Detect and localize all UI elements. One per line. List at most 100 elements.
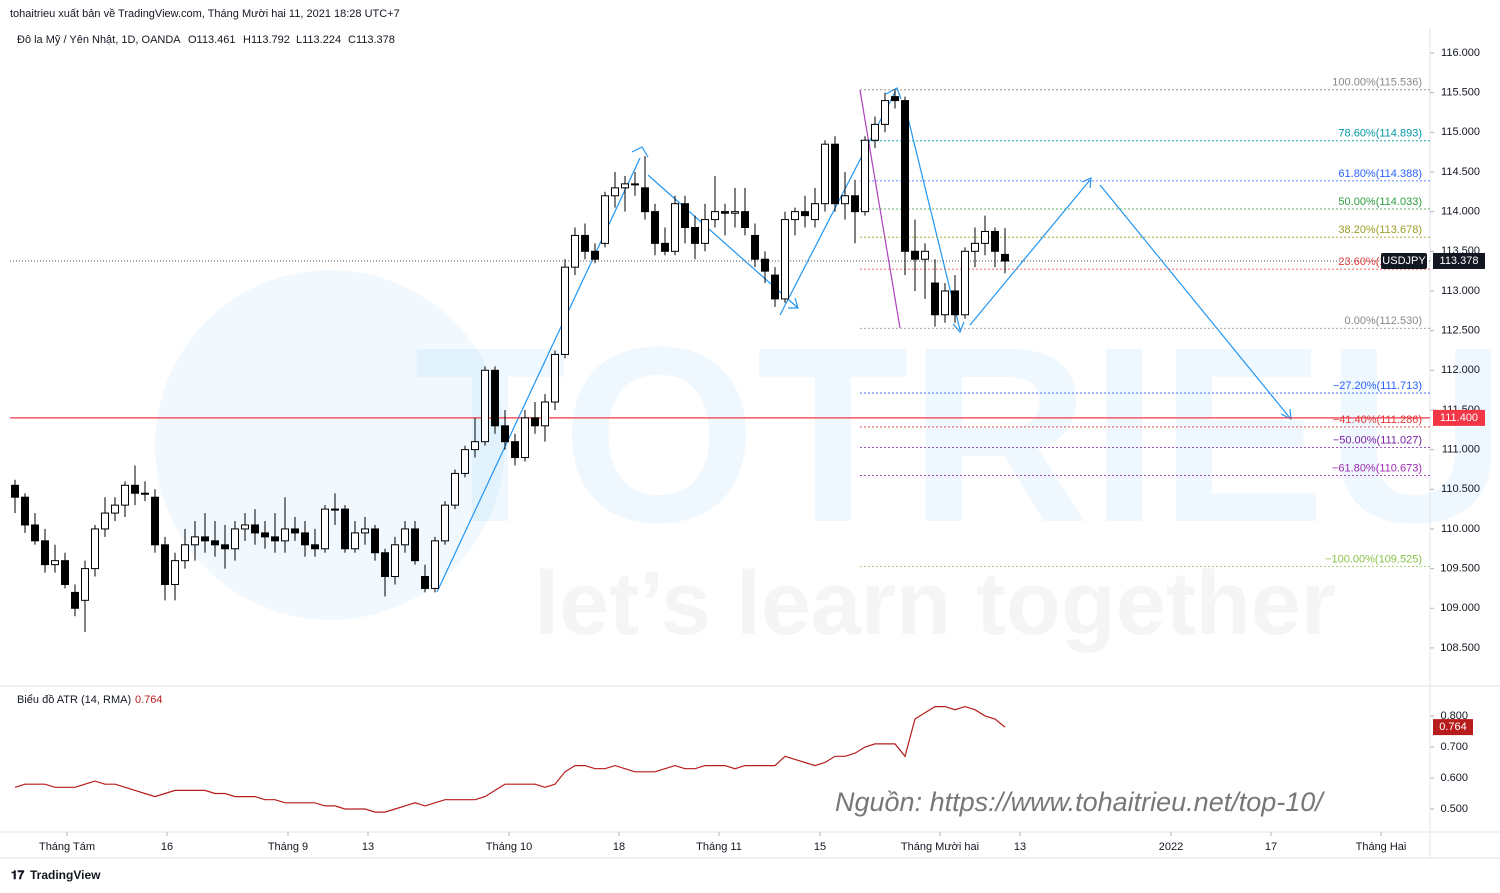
candle-body	[201, 536, 209, 542]
candle-body	[941, 290, 949, 316]
y-tick-label: 110.000	[1441, 523, 1480, 535]
fib-label: 50.00%(114.033)	[1338, 196, 1422, 208]
candle-body	[151, 496, 159, 546]
candle-body	[561, 266, 569, 355]
candle-body	[991, 230, 999, 252]
trend-line	[1099, 184, 1291, 419]
candle-body	[731, 211, 739, 214]
candle-body	[871, 123, 879, 141]
candle-body	[651, 211, 659, 244]
candle-body	[461, 449, 469, 474]
candle-body	[121, 484, 129, 506]
candle-body	[741, 211, 749, 229]
candle-body	[541, 401, 549, 427]
trend-line	[969, 179, 1091, 326]
atr-tag-bg	[1433, 719, 1473, 736]
candle-body	[591, 250, 599, 260]
candle-body	[141, 492, 149, 495]
watermark: TOTRIEU let’s learn together	[155, 270, 1500, 654]
candle-body	[341, 508, 349, 550]
candle-body	[921, 250, 929, 260]
candle-body	[821, 143, 829, 205]
fib-label: 0.00%(112.530)	[1345, 315, 1422, 327]
x-tick-label: 16	[161, 841, 173, 853]
candle-body	[1001, 253, 1009, 262]
x-tick-label: 13	[362, 841, 374, 853]
candle-body	[221, 544, 229, 550]
y-tick-label: 109.500	[1440, 563, 1480, 575]
x-tick-label: 18	[613, 841, 625, 853]
candle-body	[321, 508, 329, 550]
x-tick-label: Tháng 9	[268, 841, 308, 853]
atr-value: 0.764	[135, 694, 163, 706]
candle-body	[281, 528, 289, 542]
x-tick-label: 15	[814, 841, 826, 853]
candle-body	[551, 353, 559, 403]
atr-y-tick-label: 0.800	[1440, 710, 1468, 722]
candle-body	[41, 540, 49, 566]
candle-body	[421, 576, 429, 589]
symbol-tag: USDJPY	[1382, 255, 1426, 267]
candle-body	[931, 282, 939, 316]
candle-body	[531, 417, 539, 427]
watermark-slogan: let’s learn together	[534, 554, 1336, 654]
candle-body	[631, 183, 639, 186]
arrow-head	[952, 321, 965, 334]
candle-body	[431, 540, 439, 589]
candle-body	[61, 560, 69, 585]
candle-body	[311, 544, 319, 550]
x-tick-label: Tháng 11	[696, 841, 742, 853]
candle-body	[131, 484, 139, 494]
candle-body	[471, 441, 479, 451]
candle-body	[491, 369, 499, 427]
candle-body	[711, 211, 719, 221]
y-tick-label: 108.500	[1440, 642, 1480, 654]
candle-body	[371, 528, 379, 554]
candle-body	[481, 369, 489, 443]
candle-body	[621, 183, 629, 189]
candle-body	[31, 524, 39, 542]
candle-body	[581, 234, 589, 252]
candle-body	[881, 100, 889, 125]
arrow-head	[631, 146, 649, 158]
candle-body	[851, 195, 859, 213]
fib-label: −61.80%(110.673)	[1332, 462, 1422, 474]
arrow-head	[885, 87, 902, 100]
symbol-tag-bg	[1381, 252, 1427, 269]
watermark-text: TOTRIEU	[414, 295, 1500, 574]
y-tick-label: 116.000	[1441, 47, 1480, 59]
y-tick-label: 112.500	[1441, 325, 1480, 337]
candle-body	[441, 504, 449, 542]
candle-body	[781, 219, 789, 300]
hline-tag: 111.400	[1440, 412, 1478, 424]
candle-body	[161, 544, 169, 585]
y-tick-label: 110.500	[1441, 483, 1480, 495]
candle-body	[391, 544, 399, 578]
y-tick-label: 113.000	[1441, 285, 1480, 297]
candle-body	[301, 532, 309, 546]
candle-body	[351, 532, 359, 550]
candle-body	[271, 536, 279, 542]
candle-body	[211, 540, 219, 546]
x-tick-label: Tháng Mười hai	[901, 841, 979, 853]
y-tick-label: 113.500	[1441, 245, 1480, 257]
candle-body	[611, 187, 619, 197]
y-tick-label: 114.000	[1441, 206, 1480, 218]
candle-body	[601, 195, 609, 244]
candle-body	[671, 203, 679, 252]
candle-body	[901, 100, 909, 252]
candle-body	[811, 203, 819, 221]
x-tick-label: Tháng Tám	[39, 841, 95, 853]
candle-body	[841, 195, 849, 205]
ohlc-close: C113.378	[348, 34, 395, 46]
candle-body	[291, 528, 299, 534]
candle-body	[91, 528, 99, 570]
candle-body	[11, 484, 19, 498]
candle-body	[641, 187, 649, 213]
candle-body	[891, 96, 899, 102]
fib-label: −27.20%(111.713)	[1333, 380, 1422, 392]
candle-body	[951, 290, 959, 316]
candle-body	[791, 211, 799, 221]
fib-label: 100.00%(115.536)	[1332, 77, 1422, 89]
